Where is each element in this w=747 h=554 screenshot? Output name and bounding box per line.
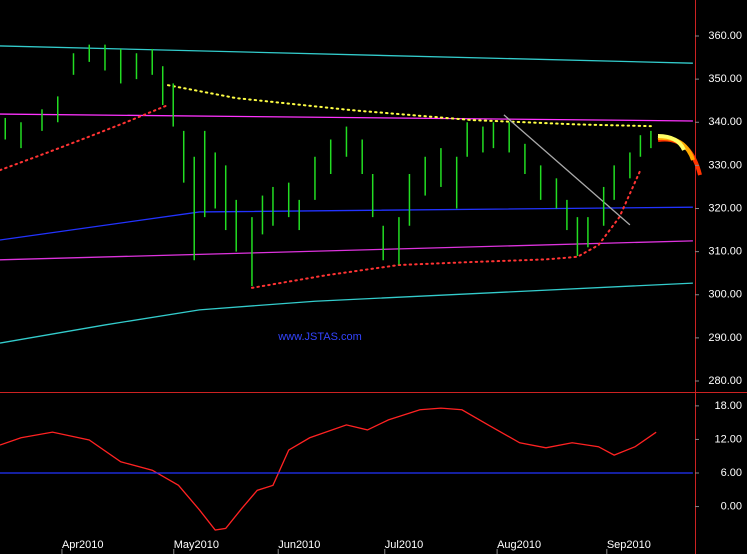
series-line <box>0 104 169 172</box>
y-tick-label: 360.00 <box>708 30 742 42</box>
series-line <box>0 407 657 531</box>
y-tick-label: 320.00 <box>708 202 742 214</box>
fan-arc <box>657 134 686 151</box>
series-line <box>0 45 693 64</box>
series-line <box>503 114 631 226</box>
x-tick-label: Jun2010 <box>278 539 320 551</box>
y-tick-label: 300.00 <box>708 289 742 301</box>
x-tick-label: Apr2010 <box>62 539 104 551</box>
x-tick-label: Sep2010 <box>607 539 651 551</box>
y-tick-label: 340.00 <box>708 116 742 128</box>
y-tick-label: 0.00 <box>721 500 742 512</box>
y-tick-label: 12.00 <box>714 433 742 445</box>
series-line <box>166 84 652 128</box>
x-tick-label: Aug2010 <box>497 539 541 551</box>
y-tick-label: 350.00 <box>708 73 742 85</box>
projection-fan <box>657 134 702 176</box>
series-line <box>0 282 693 344</box>
x-tick-label: Jul2010 <box>385 539 424 551</box>
y-tick-label: 330.00 <box>708 159 742 171</box>
watermark: www.JSTAS.com <box>277 331 362 343</box>
x-tick-label: May2010 <box>174 539 219 551</box>
y-tick-label: 280.00 <box>708 375 742 387</box>
y-tick-label: 18.00 <box>714 400 742 412</box>
y-tick-label: 6.00 <box>721 467 742 479</box>
series-line <box>0 206 693 241</box>
series-line <box>250 169 642 289</box>
y-tick-label: 290.00 <box>708 332 742 344</box>
series-line <box>0 113 693 122</box>
y-tick-label: 310.00 <box>708 246 742 258</box>
